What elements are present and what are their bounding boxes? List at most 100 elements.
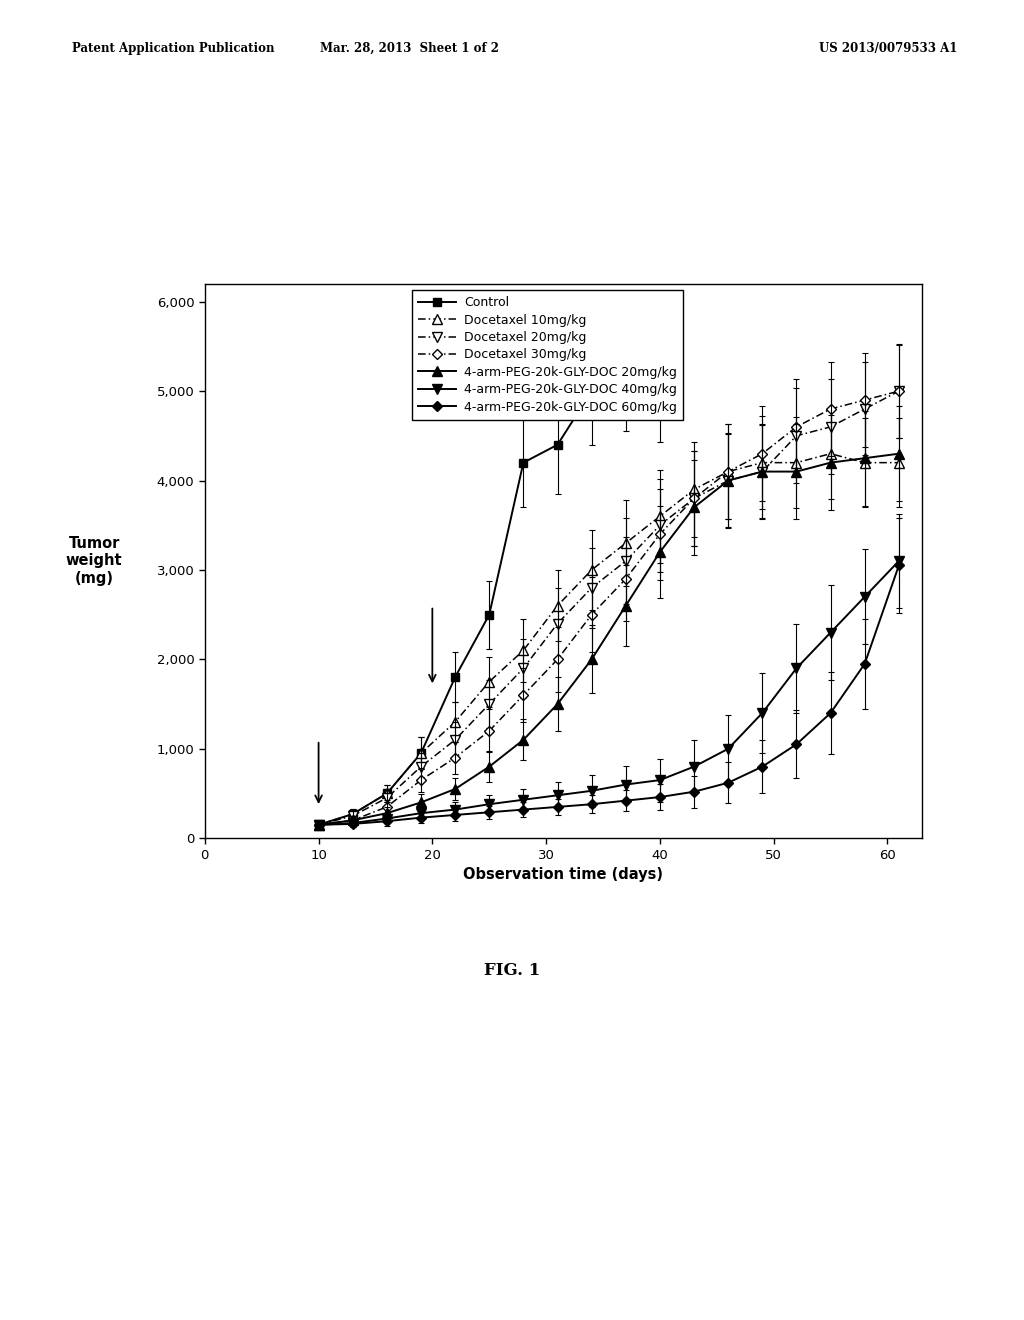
Line: Docetaxel 10mg/kg: Docetaxel 10mg/kg — [313, 449, 904, 830]
Docetaxel 10mg/kg — [517, 643, 529, 659]
Docetaxel 20mg/kg — [346, 808, 358, 824]
Docetaxel 20mg/kg — [722, 473, 734, 488]
Docetaxel 20mg/kg — [688, 491, 700, 507]
Docetaxel 20mg/kg — [586, 579, 598, 595]
Docetaxel 10mg/kg — [858, 454, 870, 470]
Y-axis label: Tumor
weight
(mg): Tumor weight (mg) — [66, 536, 123, 586]
4-arm-PEG-20k-GLY-DOC 60mg/kg — [722, 775, 734, 791]
Docetaxel 30mg/kg — [791, 418, 803, 434]
Text: US 2013/0079533 A1: US 2013/0079533 A1 — [819, 42, 957, 55]
4-arm-PEG-20k-GLY-DOC 20mg/kg — [381, 805, 393, 821]
4-arm-PEG-20k-GLY-DOC 60mg/kg — [893, 557, 905, 573]
Docetaxel 20mg/kg — [756, 463, 768, 479]
Docetaxel 10mg/kg — [415, 746, 427, 762]
4-arm-PEG-20k-GLY-DOC 60mg/kg — [858, 656, 870, 672]
X-axis label: Observation time (days): Observation time (days) — [463, 867, 664, 882]
4-arm-PEG-20k-GLY-DOC 60mg/kg — [756, 759, 768, 775]
4-arm-PEG-20k-GLY-DOC 60mg/kg — [824, 705, 837, 721]
4-arm-PEG-20k-GLY-DOC 20mg/kg — [791, 463, 803, 479]
4-arm-PEG-20k-GLY-DOC 40mg/kg — [893, 553, 905, 569]
Docetaxel 10mg/kg — [824, 446, 837, 462]
Docetaxel 30mg/kg — [517, 688, 529, 704]
Docetaxel 10mg/kg — [586, 562, 598, 578]
Docetaxel 10mg/kg — [449, 714, 461, 730]
Docetaxel 30mg/kg — [824, 401, 837, 417]
Docetaxel 10mg/kg — [346, 807, 358, 822]
4-arm-PEG-20k-GLY-DOC 20mg/kg — [688, 499, 700, 515]
4-arm-PEG-20k-GLY-DOC 60mg/kg — [551, 799, 563, 814]
4-arm-PEG-20k-GLY-DOC 20mg/kg — [312, 817, 325, 833]
4-arm-PEG-20k-GLY-DOC 20mg/kg — [653, 544, 666, 560]
4-arm-PEG-20k-GLY-DOC 60mg/kg — [586, 796, 598, 812]
4-arm-PEG-20k-GLY-DOC 20mg/kg — [620, 598, 632, 614]
Docetaxel 30mg/kg — [483, 723, 496, 739]
4-arm-PEG-20k-GLY-DOC 40mg/kg — [756, 705, 768, 721]
4-arm-PEG-20k-GLY-DOC 60mg/kg — [312, 817, 325, 833]
4-arm-PEG-20k-GLY-DOC 60mg/kg — [483, 804, 496, 820]
4-arm-PEG-20k-GLY-DOC 20mg/kg — [415, 795, 427, 810]
4-arm-PEG-20k-GLY-DOC 60mg/kg — [653, 789, 666, 805]
4-arm-PEG-20k-GLY-DOC 20mg/kg — [858, 450, 870, 466]
4-arm-PEG-20k-GLY-DOC 20mg/kg — [517, 731, 529, 747]
Docetaxel 10mg/kg — [893, 454, 905, 470]
Docetaxel 10mg/kg — [551, 598, 563, 614]
Docetaxel 30mg/kg — [586, 607, 598, 623]
Docetaxel 20mg/kg — [620, 553, 632, 569]
Line: 4-arm-PEG-20k-GLY-DOC 60mg/kg: 4-arm-PEG-20k-GLY-DOC 60mg/kg — [315, 562, 902, 828]
4-arm-PEG-20k-GLY-DOC 60mg/kg — [346, 816, 358, 832]
Docetaxel 10mg/kg — [381, 785, 393, 801]
Docetaxel 20mg/kg — [858, 401, 870, 417]
4-arm-PEG-20k-GLY-DOC 40mg/kg — [653, 772, 666, 788]
4-arm-PEG-20k-GLY-DOC 40mg/kg — [858, 589, 870, 605]
4-arm-PEG-20k-GLY-DOC 60mg/kg — [517, 801, 529, 817]
Legend: Control, Docetaxel 10mg/kg, Docetaxel 20mg/kg, Docetaxel 30mg/kg, 4-arm-PEG-20k-: Control, Docetaxel 10mg/kg, Docetaxel 20… — [412, 290, 683, 420]
Docetaxel 10mg/kg — [620, 535, 632, 550]
4-arm-PEG-20k-GLY-DOC 20mg/kg — [346, 812, 358, 828]
4-arm-PEG-20k-GLY-DOC 40mg/kg — [312, 817, 325, 833]
4-arm-PEG-20k-GLY-DOC 40mg/kg — [517, 792, 529, 808]
Docetaxel 10mg/kg — [756, 454, 768, 470]
Control — [381, 785, 393, 801]
4-arm-PEG-20k-GLY-DOC 40mg/kg — [346, 814, 358, 830]
4-arm-PEG-20k-GLY-DOC 20mg/kg — [722, 473, 734, 488]
Text: Mar. 28, 2013  Sheet 1 of 2: Mar. 28, 2013 Sheet 1 of 2 — [321, 42, 499, 55]
4-arm-PEG-20k-GLY-DOC 60mg/kg — [449, 807, 461, 822]
Docetaxel 20mg/kg — [312, 817, 325, 833]
Docetaxel 30mg/kg — [858, 392, 870, 408]
4-arm-PEG-20k-GLY-DOC 20mg/kg — [483, 759, 496, 775]
4-arm-PEG-20k-GLY-DOC 40mg/kg — [824, 624, 837, 640]
Docetaxel 30mg/kg — [449, 750, 461, 766]
4-arm-PEG-20k-GLY-DOC 40mg/kg — [381, 810, 393, 826]
Line: 4-arm-PEG-20k-GLY-DOC 20mg/kg: 4-arm-PEG-20k-GLY-DOC 20mg/kg — [313, 449, 904, 830]
Docetaxel 30mg/kg — [722, 463, 734, 479]
Text: Patent Application Publication: Patent Application Publication — [72, 42, 274, 55]
4-arm-PEG-20k-GLY-DOC 20mg/kg — [824, 454, 837, 470]
4-arm-PEG-20k-GLY-DOC 40mg/kg — [688, 759, 700, 775]
Docetaxel 20mg/kg — [483, 696, 496, 711]
Docetaxel 10mg/kg — [312, 817, 325, 833]
Docetaxel 20mg/kg — [653, 517, 666, 533]
4-arm-PEG-20k-GLY-DOC 60mg/kg — [620, 793, 632, 809]
4-arm-PEG-20k-GLY-DOC 20mg/kg — [586, 652, 598, 668]
4-arm-PEG-20k-GLY-DOC 40mg/kg — [415, 805, 427, 821]
Docetaxel 30mg/kg — [346, 812, 358, 828]
Docetaxel 30mg/kg — [620, 572, 632, 587]
Control — [620, 366, 632, 381]
4-arm-PEG-20k-GLY-DOC 40mg/kg — [586, 783, 598, 799]
Control — [483, 607, 496, 623]
Line: 4-arm-PEG-20k-GLY-DOC 40mg/kg: 4-arm-PEG-20k-GLY-DOC 40mg/kg — [313, 556, 904, 830]
Docetaxel 10mg/kg — [653, 508, 666, 524]
Control — [449, 669, 461, 685]
Text: FIG. 1: FIG. 1 — [484, 962, 540, 978]
Docetaxel 20mg/kg — [415, 759, 427, 775]
4-arm-PEG-20k-GLY-DOC 20mg/kg — [449, 781, 461, 797]
4-arm-PEG-20k-GLY-DOC 60mg/kg — [381, 813, 393, 829]
Docetaxel 30mg/kg — [381, 799, 393, 814]
Docetaxel 10mg/kg — [688, 482, 700, 498]
4-arm-PEG-20k-GLY-DOC 40mg/kg — [483, 796, 496, 812]
4-arm-PEG-20k-GLY-DOC 40mg/kg — [449, 801, 461, 817]
Docetaxel 20mg/kg — [517, 660, 529, 676]
Line: Control: Control — [314, 370, 665, 829]
Control — [312, 817, 325, 833]
4-arm-PEG-20k-GLY-DOC 20mg/kg — [756, 463, 768, 479]
